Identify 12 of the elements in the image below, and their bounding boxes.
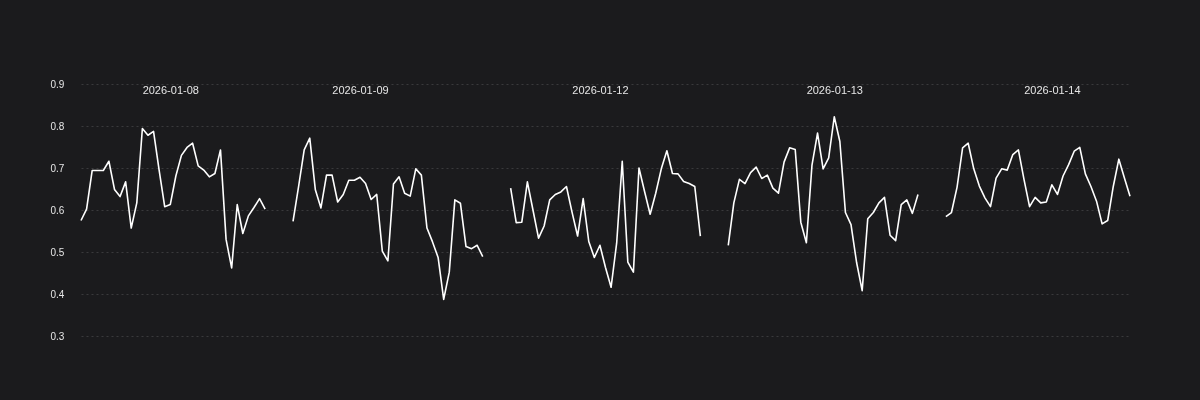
y-tick-label: 0.6 [50, 204, 65, 216]
y-tick-label: 0.5 [50, 246, 65, 258]
x-tick-label: 2026-01-12 [572, 83, 629, 96]
y-tick-label: 0.9 [50, 78, 65, 90]
x-tick-label: 2026-01-08 [142, 83, 199, 96]
x-tick-label: 2026-01-13 [806, 83, 863, 96]
y-tick-label: 0.4 [50, 288, 65, 300]
x-tick-label: 2026-01-14 [1024, 83, 1081, 96]
y-tick-label: 0.7 [50, 162, 65, 174]
y-tick-label: 0.3 [50, 330, 65, 342]
x-tick-label: 2026-01-09 [332, 83, 389, 96]
y-tick-label: 0.8 [50, 120, 65, 132]
